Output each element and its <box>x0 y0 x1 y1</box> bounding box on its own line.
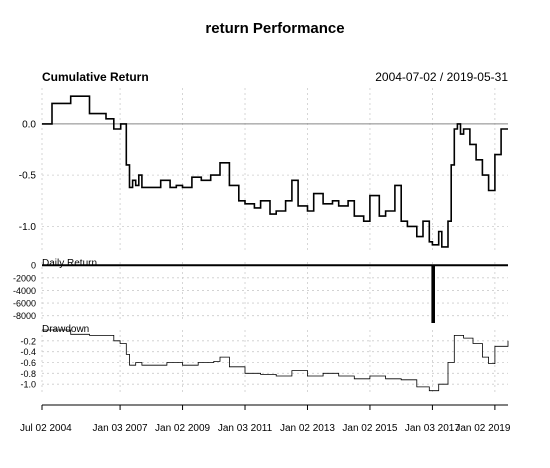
x-tick-label: Jan 03 2007 <box>93 423 148 434</box>
series-line-cumulative-return <box>42 95 508 248</box>
x-tick-label: Jan 02 2015 <box>342 423 397 434</box>
chart-title: return Performance <box>205 20 344 37</box>
y-tick-label: 0.0 <box>22 119 36 130</box>
y-tick-label: -0.2 <box>20 336 36 346</box>
daily-return-title: Daily Return <box>42 258 97 269</box>
x-tick-label: Jan 03 2017 <box>405 423 460 434</box>
y-tick-label: -0.4 <box>20 347 36 357</box>
x-tick-label: Jan 02 2019 <box>455 423 510 434</box>
x-tick-label: Jan 03 2011 <box>218 423 273 434</box>
drawdown-title: Drawdown <box>42 324 89 335</box>
y-tick-label: -1.0 <box>19 222 37 233</box>
y-tick-label: -0.6 <box>20 358 36 368</box>
y-tick-label: -4000 <box>13 286 36 296</box>
x-tick-label: Jan 02 2009 <box>155 423 210 434</box>
series-line-daily-return <box>42 264 508 323</box>
series-line-drawdown <box>42 329 509 392</box>
x-tick-label: Jul 02 2004 <box>20 423 72 434</box>
x-axis-layer: Jul 02 2004 Jan 03 2007 Jan 02 2009 Jan 03 … <box>20 404 511 434</box>
x-tick-label: Jan 02 2013 <box>280 423 335 434</box>
y-tick-label: -0.5 <box>19 171 37 182</box>
cumulative-return-title: Cumulative Return <box>42 70 149 84</box>
y-tick-label: -8000 <box>13 311 36 321</box>
y-tick-label: -6000 <box>13 299 36 309</box>
series-layer <box>42 95 509 392</box>
axes-layer: 0.0 -0.5 -1.0 0 -2000 -4000 -6000 -8000 -0.2-0.4… <box>13 119 36 389</box>
y-tick-label: -2000 <box>13 273 36 283</box>
y-tick-label: -0.8 <box>20 369 36 379</box>
y-tick-label: -1.0 <box>20 380 36 390</box>
date-range-label: 2004-07-02 / 2019-05-31 <box>375 70 508 84</box>
y-tick-label: 0 <box>31 261 36 271</box>
